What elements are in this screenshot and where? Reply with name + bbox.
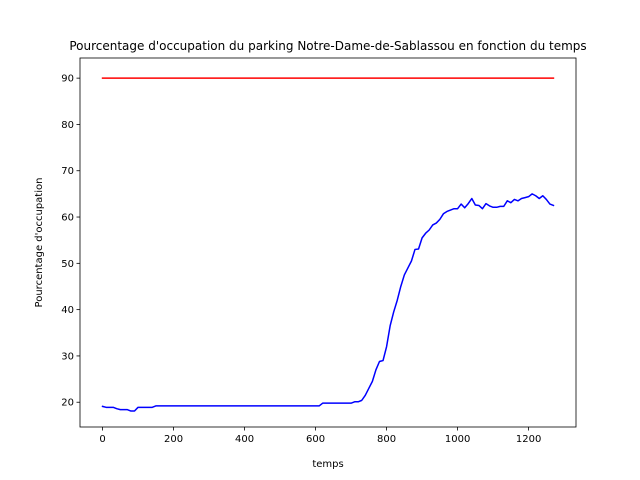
y-tick-label: 50: [61, 259, 74, 270]
x-tick-label: 1200: [516, 434, 541, 445]
x-tick-label: 800: [377, 434, 396, 445]
x-axis-ticks: 0 200 400 600 800 1000 1200: [99, 427, 541, 445]
y-tick-label: 20: [61, 398, 74, 409]
x-tick-label: 400: [235, 434, 254, 445]
plot-frame: [79, 57, 577, 428]
y-axis-label: Pourcentage d'occupation: [34, 178, 45, 308]
y-tick-label: 90: [61, 74, 74, 85]
y-tick-label: 60: [61, 213, 74, 224]
x-tick-label: 0: [99, 434, 105, 445]
series-group: [101, 77, 555, 412]
occupation-line: [101, 193, 555, 412]
y-tick-label: 80: [61, 120, 74, 131]
x-axis-label: temps: [312, 459, 343, 470]
y-axis-ticks: 20 30 40 50 60 70 80 90: [61, 74, 80, 409]
x-tick-label: 200: [164, 434, 183, 445]
x-tick-label: 600: [306, 434, 325, 445]
y-tick-label: 30: [61, 351, 74, 362]
x-tick-label: 1000: [445, 434, 470, 445]
chart-title: Pourcentage d'occupation du parking Notr…: [69, 39, 586, 53]
y-tick-label: 40: [61, 305, 74, 316]
y-tick-label: 70: [61, 166, 74, 177]
